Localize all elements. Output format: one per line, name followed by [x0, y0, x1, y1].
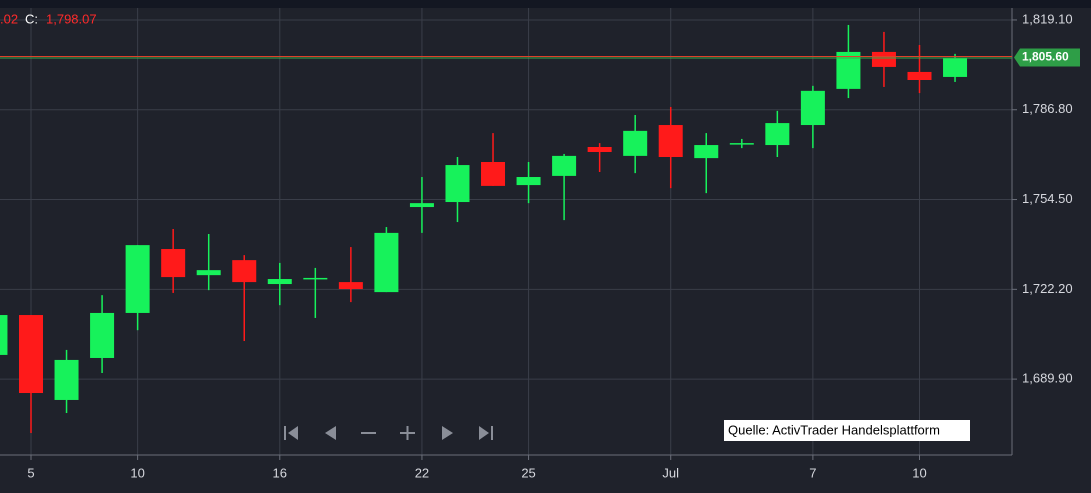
candle-body	[409, 203, 434, 208]
candle-body	[267, 279, 292, 285]
x-tick-label: 22	[415, 465, 429, 480]
candle-body	[623, 130, 648, 156]
candle-body	[907, 71, 932, 80]
x-tick-label: 7	[809, 465, 816, 480]
y-tick-label: 1,722.20	[1022, 281, 1073, 296]
nav-zoom-in[interactable]	[400, 426, 415, 440]
x-tick-label: 25	[521, 465, 535, 480]
nav-forward[interactable]	[442, 426, 453, 440]
y-tick-label: 1,754.50	[1022, 191, 1073, 206]
candle-body	[54, 359, 79, 400]
navigation[interactable]	[284, 426, 493, 440]
candle-body	[765, 123, 790, 146]
legend-close: 1,798.07	[46, 11, 97, 26]
legend-open: .02	[0, 11, 18, 26]
nav-back[interactable]	[325, 426, 336, 440]
candle-body	[871, 51, 896, 67]
x-tick-label: 16	[273, 465, 287, 480]
candle-body	[943, 57, 968, 77]
candle-body	[800, 90, 825, 126]
candle-body	[481, 162, 506, 186]
candle-body	[836, 51, 861, 89]
legend-close-label: C:	[25, 11, 38, 26]
candle-body	[658, 125, 683, 157]
y-tick-label: 1,786.80	[1022, 101, 1073, 116]
candle-body	[19, 315, 43, 394]
y-tick-label: 1,689.90	[1022, 371, 1073, 386]
x-tick-label: 10	[130, 465, 144, 480]
x-tick-label: 10	[912, 465, 926, 480]
source-box	[724, 420, 970, 441]
candle-body	[445, 165, 470, 203]
candle-body	[694, 145, 719, 159]
candle-body	[552, 155, 577, 176]
candle-body	[0, 315, 8, 355]
x-tick-label: 5	[27, 465, 34, 480]
grid	[0, 8, 1012, 455]
candle-body	[161, 249, 186, 278]
candle-body	[90, 312, 115, 358]
top-strip	[0, 0, 1091, 8]
source: Quelle: ActivTrader Handelsplattform	[728, 422, 940, 437]
candle-body	[587, 146, 612, 152]
y-tick-label: 1,819.10	[1022, 11, 1073, 26]
last-price-tag	[1014, 48, 1080, 67]
candle-body	[232, 260, 257, 283]
candles	[0, 24, 968, 434]
nav-last[interactable]	[479, 426, 493, 440]
candle-body	[729, 143, 754, 145]
candle-body	[338, 282, 363, 290]
last-price-label: 1,805.60	[1022, 50, 1069, 64]
candle-body	[196, 270, 221, 276]
nav-first[interactable]	[284, 426, 298, 440]
candle-body	[303, 277, 328, 280]
candle-body	[125, 245, 150, 313]
candle-body	[516, 177, 541, 186]
candle-body	[374, 232, 399, 293]
x-tick-label: Jul	[662, 465, 679, 480]
